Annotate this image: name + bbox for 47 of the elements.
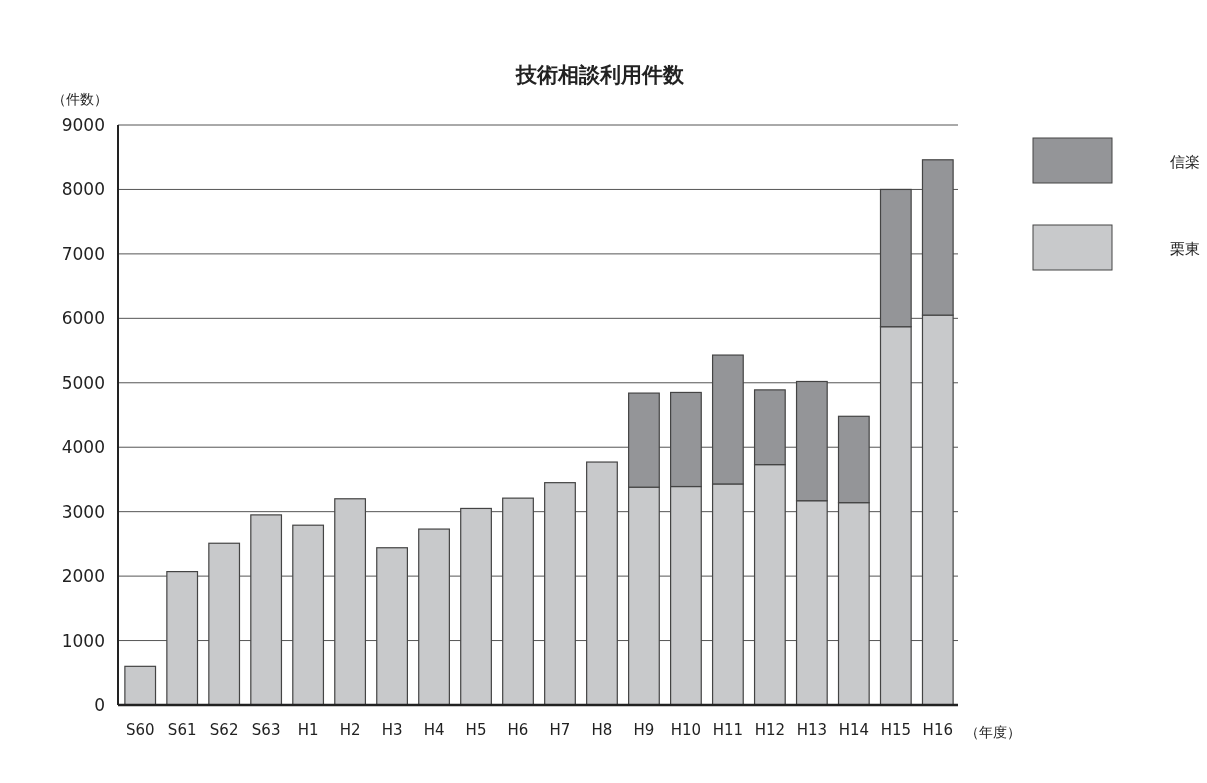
bar: [418, 528, 450, 706]
bar: [250, 514, 283, 706]
y-tick-label: 3000: [61, 501, 105, 522]
x-tick-label: H5: [465, 721, 487, 739]
bar: [376, 547, 408, 706]
text: 栗東: [1170, 240, 1200, 258]
text: 信楽: [1170, 153, 1200, 171]
bar: [208, 542, 241, 706]
bar: [586, 461, 618, 706]
x-tick-label: H1: [297, 721, 319, 739]
x-tick-label: H6: [507, 721, 529, 739]
bar: [292, 524, 325, 706]
bar: [334, 498, 367, 706]
y-tick-label: 0: [94, 695, 105, 715]
y-tick-label: 1000: [61, 630, 105, 651]
x-tick-label: H15: [880, 721, 912, 739]
bar: [460, 507, 492, 706]
x-tick-label: H12: [754, 721, 786, 739]
bar: [166, 571, 199, 706]
y-tick-label: 7000: [61, 243, 105, 264]
x-tick-label: S62: [209, 721, 239, 739]
x-tick-label: H13: [796, 721, 828, 739]
x-tick-label: H7: [549, 721, 571, 739]
x-tick-label: H11: [712, 721, 744, 739]
x-tick-label: S63: [251, 721, 281, 739]
chart-title: 技術相談利用件数: [515, 63, 685, 87]
y-tick-label: 4000: [61, 437, 105, 458]
x-axis-title: （年度）: [965, 724, 1021, 740]
y-tick-label: 2000: [61, 566, 105, 587]
x-tick-label: H3: [381, 721, 403, 739]
bar: [502, 497, 534, 706]
y-axis-title: （件数）: [52, 91, 108, 107]
x-tick-label: H9: [633, 721, 655, 739]
x-tick-label: H14: [838, 721, 870, 739]
bar: [544, 482, 576, 706]
x-tick-label: H8: [591, 721, 613, 739]
x-tick-label: S60: [125, 721, 155, 739]
bar: [124, 665, 157, 706]
y-tick-label: 6000: [61, 308, 105, 329]
x-tick-label: S61: [167, 721, 197, 739]
x-tick-label: H2: [339, 721, 361, 739]
x-tick-label: H16: [922, 721, 953, 739]
x-tick-label: H4: [423, 721, 445, 739]
y-tick-label: 5000: [61, 372, 105, 393]
y-tick-label: 9000: [61, 115, 105, 135]
y-tick-label: 8000: [61, 179, 105, 200]
x-tick-label: H10: [670, 721, 702, 739]
